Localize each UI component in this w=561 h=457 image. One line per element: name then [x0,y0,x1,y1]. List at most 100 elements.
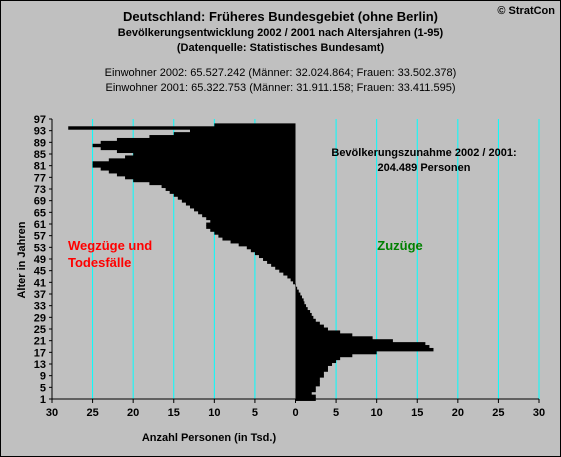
y-tick-label-89: 89 [34,137,46,149]
y-tick-label-57: 57 [34,231,46,243]
bar-age-83 [108,158,296,162]
chart-title: Deutschland: Früheres Bundesgebiet (ohne… [123,9,438,24]
annotation-title: Bevölkerungszunahme 2002 / 2001: [331,147,516,159]
bar-age-19 [295,345,430,349]
bar-age-27 [295,321,320,326]
bar-age-62 [210,219,296,224]
y-tick-label-45: 45 [34,266,46,278]
bar-age-3 [295,391,312,396]
bar-age-67 [189,205,296,209]
y-tick-labels: 1591317212529333741454953576165697377818… [34,114,52,406]
population-2001: Einwohner 2001: 65.322.753 (Männer: 31.9… [105,82,456,94]
bar-age-79 [108,170,296,174]
x-tick-label-7: 5 [333,407,339,419]
bar-age-71 [173,193,296,197]
y-tick-label-29: 29 [34,312,46,324]
bar-age-76 [133,178,296,183]
x-tick-label-9: 15 [411,407,423,419]
annotation-value: 204.489 Personen [378,162,471,174]
bar-age-10 [295,371,324,375]
bar-age-43 [287,275,296,279]
y-tick-label-93: 93 [34,126,46,138]
x-tick-label-12: 30 [533,407,545,419]
x-axis-label: Anzahl Personen (in Tsd.) [142,432,277,444]
bar-age-9 [295,374,324,378]
bar-age-15 [295,356,341,361]
y-tick-label-65: 65 [34,207,46,219]
bar-age-92 [173,132,296,136]
bar-age-93 [189,129,296,133]
bar-age-12 [295,365,328,369]
bar-age-20 [295,342,426,346]
bar-age-45 [279,269,296,273]
data-source: (Datenquelle: Statistisches Bundesamt) [176,42,385,54]
bars [68,123,434,401]
x-tick-label-11: 25 [492,407,504,419]
bar-age-82 [92,161,296,165]
bar-age-36 [295,295,302,299]
chart-subtitle: Bevölkerungsentwicklung 2002 / 2001 nach… [117,27,444,39]
copyright: © StratCon [497,5,555,17]
bar-age-57 [218,234,296,238]
bar-age-6 [295,382,320,387]
bar-age-69 [181,199,296,203]
bar-age-18 [295,347,434,352]
y-tick-label-13: 13 [34,359,46,371]
bar-age-7 [295,380,320,384]
y-tick-label-37: 37 [34,289,46,301]
x-tick-label-6: 0 [292,407,298,419]
bar-age-64 [202,213,296,218]
y-tick-label-41: 41 [34,277,46,289]
bar-age-58 [214,231,296,235]
bar-age-61 [206,222,296,226]
bar-age-73 [165,187,296,191]
y-tick-label-73: 73 [34,184,46,196]
bar-age-40 [295,283,296,288]
y-tick-label-81: 81 [34,161,46,173]
bar-age-23 [295,333,353,337]
bar-age-90 [116,137,296,142]
bar-age-53 [246,245,296,250]
bar-age-91 [149,135,296,139]
bar-age-65 [198,210,296,215]
x-tick-label-2: 20 [127,407,139,419]
x-tick-label-10: 20 [452,407,464,419]
bar-age-87 [100,146,296,151]
bar-age-56 [222,237,296,241]
y-tick-label-69: 69 [34,196,46,208]
bar-age-95 [214,123,296,127]
y-tick-label-49: 49 [34,254,46,266]
x-tick-label-8: 10 [371,407,383,419]
y-tick-label-77: 77 [34,172,46,184]
x-tick-label-4: 10 [208,407,220,419]
bar-age-66 [194,207,296,212]
y-tick-label-97: 97 [34,114,46,126]
y-tick-label-61: 61 [34,219,46,231]
bar-age-30 [295,312,312,317]
bar-age-74 [161,184,296,189]
bar-age-68 [185,202,296,206]
y-tick-label-5: 5 [40,382,46,394]
bar-age-2 [295,394,316,399]
bar-age-28 [295,318,316,323]
bar-age-34 [295,301,305,305]
bar-age-63 [206,216,296,221]
left-label-line2: Todesfälle [68,255,131,270]
bar-age-42 [290,277,296,282]
x-tick-label-1: 25 [86,407,98,419]
bar-age-11 [295,368,328,372]
bar-age-22 [295,336,373,340]
bar-age-38 [295,289,299,294]
bar-age-5 [295,385,316,390]
y-axis-label: Alter in Jahren [16,221,28,298]
bar-age-70 [177,196,296,200]
bar-age-84 [125,155,296,159]
population-2002: Einwohner 2002: 65.527.242 (Männer: 32.0… [104,67,457,79]
bar-age-48 [267,260,296,264]
bar-age-32 [295,307,308,311]
bar-age-78 [116,172,296,177]
y-tick-label-85: 85 [34,149,46,161]
bar-age-88 [92,143,296,148]
bar-age-52 [250,248,296,253]
bar-age-75 [149,181,296,186]
